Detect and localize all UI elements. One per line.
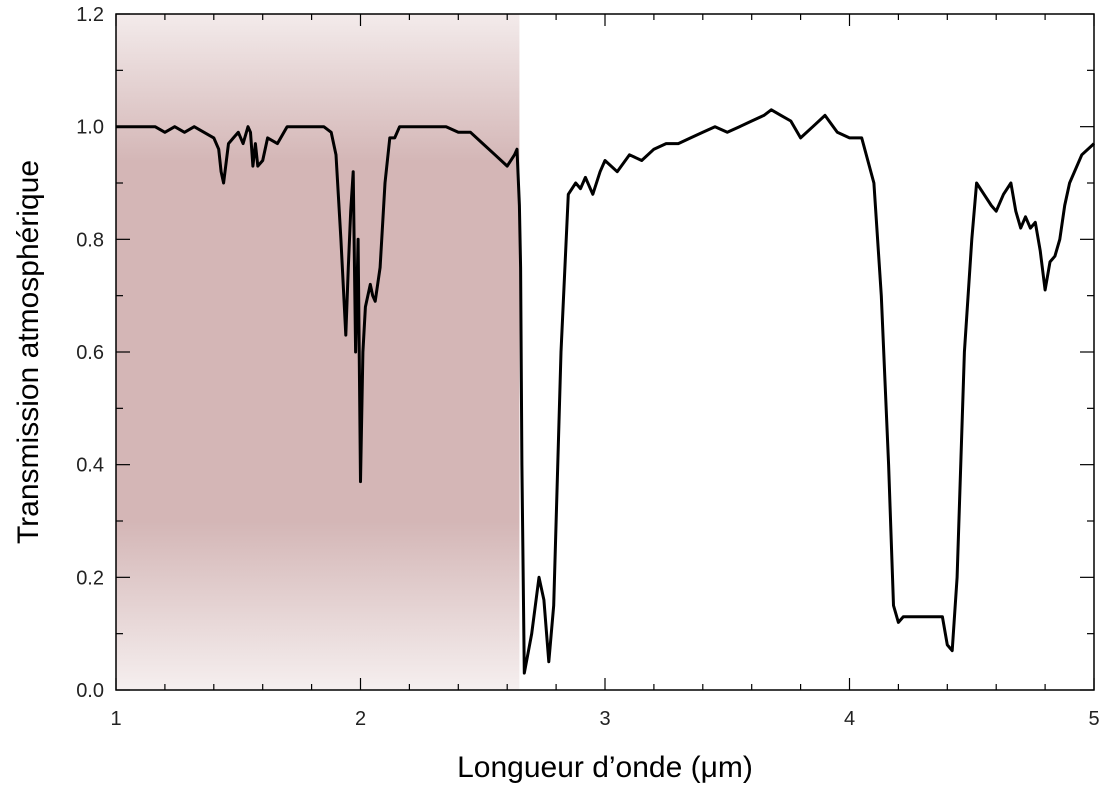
x-tick-label: 1 bbox=[110, 708, 121, 730]
x-axis-label: Longueur d’onde (μm) bbox=[457, 751, 753, 784]
axis-ticks bbox=[115, 13, 1095, 691]
x-tick-label: 2 bbox=[355, 708, 366, 730]
x-tick-labels: 1 2 3 4 5 bbox=[110, 708, 1099, 730]
y-tick-label: 0.2 bbox=[76, 567, 104, 589]
highlighted-wavelength-region bbox=[116, 14, 520, 690]
y-tick-label: 0.6 bbox=[76, 342, 104, 364]
y-tick-label: 1.0 bbox=[76, 117, 104, 139]
y-axis-label: Transmission atmosphérique bbox=[12, 160, 45, 544]
y-tick-label: 0.0 bbox=[76, 680, 104, 702]
y-tick-label: 0.4 bbox=[76, 455, 104, 477]
plot-frame bbox=[115, 13, 1095, 691]
x-tick-label: 4 bbox=[844, 708, 855, 730]
y-tick-labels: 0.0 0.2 0.4 0.6 0.8 1.0 1.2 bbox=[76, 4, 104, 702]
x-tick-label: 5 bbox=[1088, 708, 1099, 730]
x-tick-label: 3 bbox=[599, 708, 610, 730]
transmission-curve bbox=[116, 108, 1096, 675]
y-tick-label: 0.8 bbox=[76, 229, 104, 251]
y-tick-label: 1.2 bbox=[76, 4, 104, 26]
